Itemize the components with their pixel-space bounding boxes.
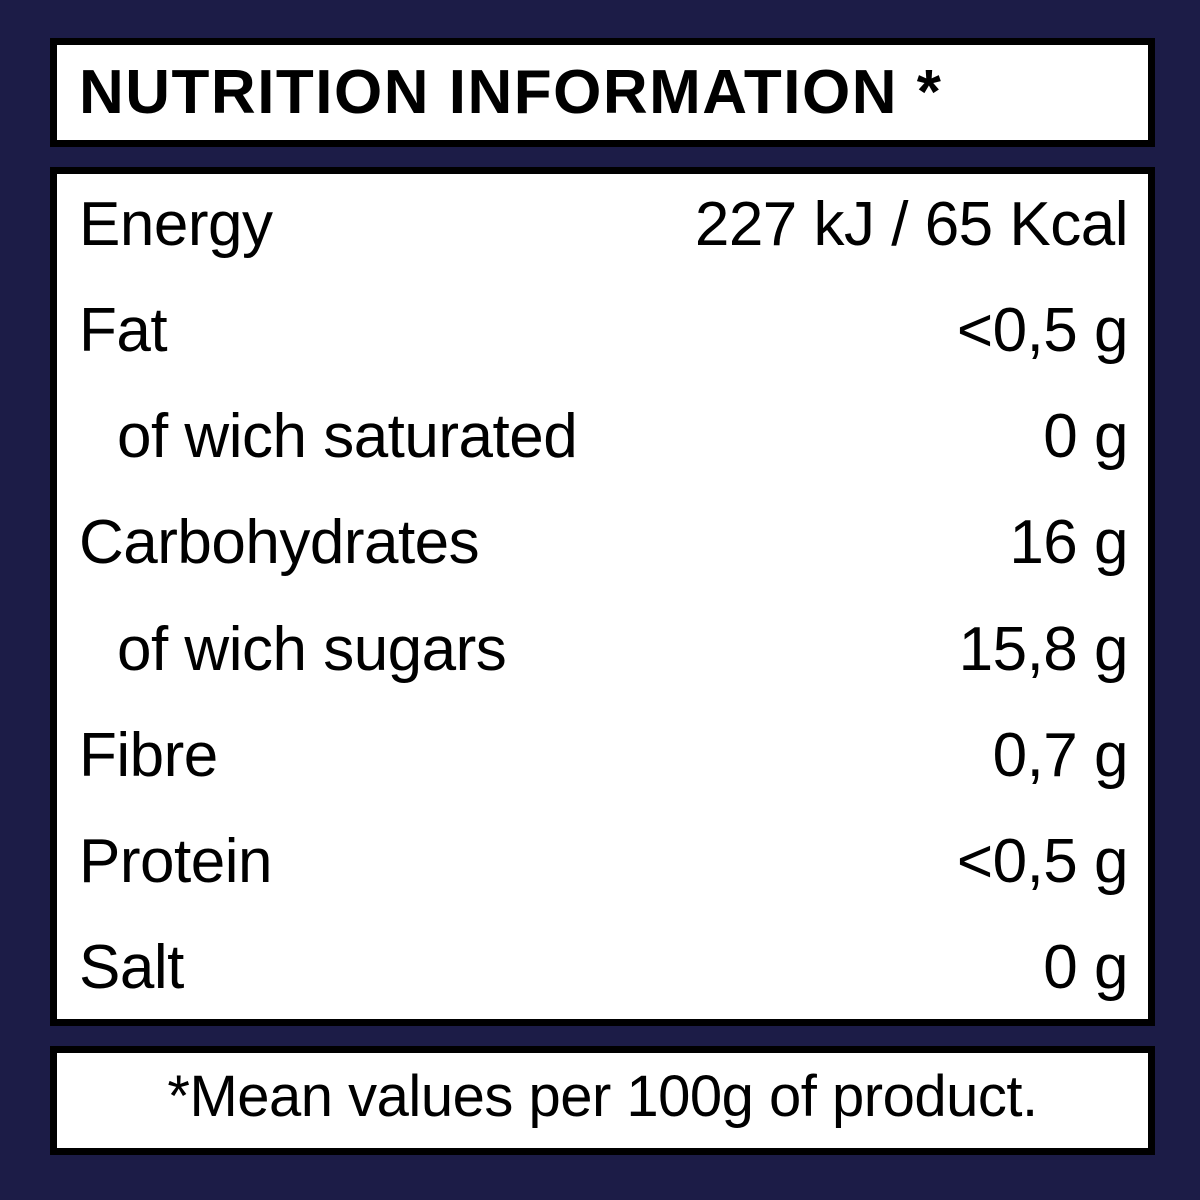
row-value: <0,5 g (957, 300, 1128, 362)
row-label: Protein (79, 831, 272, 893)
table-row: Energy 227 kJ / 65 Kcal (79, 194, 1128, 256)
table-row: Fat <0,5 g (79, 300, 1128, 362)
row-value: 227 kJ / 65 Kcal (695, 194, 1128, 256)
row-label: of wich saturated (79, 406, 577, 468)
table-row: Carbohydrates 16 g (79, 512, 1128, 574)
row-value: 16 g (1009, 512, 1128, 574)
table-row: Fibre 0,7 g (79, 725, 1128, 787)
table-row: of wich saturated 0 g (79, 406, 1128, 468)
row-label: Salt (79, 937, 184, 999)
panel-title: NUTRITION INFORMATION * (79, 58, 942, 127)
row-value: <0,5 g (957, 831, 1128, 893)
footnote-box: *Mean values per 100g of product. (50, 1046, 1155, 1155)
row-label: of wich sugars (79, 619, 506, 681)
row-value: 0 g (1043, 937, 1128, 999)
title-box: NUTRITION INFORMATION * (50, 38, 1155, 147)
row-value: 0,7 g (993, 725, 1128, 787)
row-label: Fibre (79, 725, 218, 787)
row-label: Fat (79, 300, 167, 362)
footnote-text: *Mean values per 100g of product. (167, 1064, 1037, 1129)
table-row: Protein <0,5 g (79, 831, 1128, 893)
row-value: 15,8 g (959, 619, 1128, 681)
row-label: Energy (79, 194, 272, 256)
row-label: Carbohydrates (79, 512, 479, 574)
row-value: 0 g (1043, 406, 1128, 468)
nutrition-table: Energy 227 kJ / 65 Kcal Fat <0,5 g of wi… (50, 167, 1155, 1026)
table-row: Salt 0 g (79, 937, 1128, 999)
table-row: of wich sugars 15,8 g (79, 619, 1128, 681)
